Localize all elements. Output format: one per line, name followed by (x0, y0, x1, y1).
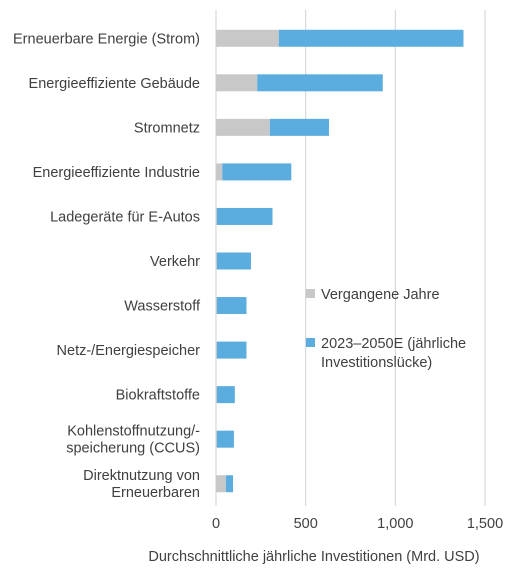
bar-s1-c6 (216, 297, 247, 315)
x-tick-label-1500: 1,500 (467, 516, 503, 532)
legend-swatch-1 (306, 338, 315, 347)
category-label: Wasserstoff (124, 299, 201, 315)
bar-s1-c10 (225, 475, 234, 493)
bar-s0-c1 (216, 74, 258, 92)
category-label: Direktnutzung von (83, 468, 200, 484)
legend-label-1: 2023–2050E (jährliche (321, 336, 466, 352)
legend: Vergangene Jahre 2023–2050E (jährliche Inv… (306, 287, 466, 371)
category-label: Stromnetz (134, 120, 200, 136)
bar-s1-c8 (216, 386, 235, 404)
bar-s0-c10 (216, 475, 226, 493)
category-label: Energieeffiziente Gebäude (29, 76, 200, 92)
category-label: Netz-/Energiespeicher (57, 343, 201, 359)
bar-s1-c3 (222, 163, 292, 181)
legend-label-1: Investitionslücke) (321, 355, 432, 371)
bar-s0-c9 (216, 430, 217, 448)
bar-s1-c4 (216, 207, 273, 225)
bar-s1-c7 (216, 341, 247, 359)
x-tick-labels: 0 500 1,000 1,500 (212, 516, 503, 532)
category-label: Verkehr (150, 254, 200, 270)
bar-s0-c6 (216, 297, 217, 315)
category-label: Energieeffiziente Industrie (33, 165, 200, 181)
category-label: Erneuerbaren (111, 485, 200, 501)
bar-s0-c5 (216, 252, 217, 270)
category-label: Biokraftstoffe (116, 388, 200, 404)
x-axis-label: Durchschnittliche jährliche Investitione… (148, 549, 479, 565)
bar-s0-c8 (216, 386, 217, 404)
legend-swatch-0 (306, 289, 315, 298)
bar-s0-c3 (216, 163, 223, 181)
x-tick-label-0: 0 (212, 516, 220, 532)
category-label: Kohlenstoffnutzung/- (67, 424, 200, 440)
bar-s0-c2 (216, 118, 270, 136)
category-label: Ladegeräte für E-Autos (50, 209, 200, 225)
bar-s1-c2 (269, 118, 329, 136)
bar-s1-c0 (278, 29, 464, 47)
bars (216, 29, 464, 493)
bar-s1-c9 (216, 430, 234, 448)
bar-s1-c1 (257, 74, 383, 92)
bar-s0-c0 (216, 29, 279, 47)
category-label: Erneuerbare Energie (Strom) (13, 31, 200, 47)
bar-s0-c7 (216, 341, 217, 359)
x-tick-label-500: 500 (294, 516, 318, 532)
bar-s1-c5 (216, 252, 251, 270)
legend-label-0: Vergangene Jahre (321, 287, 440, 303)
category-label: speicherung (CCUS) (66, 441, 200, 457)
x-tick-label-1000: 1,000 (377, 516, 413, 532)
category-labels: Erneuerbare Energie (Strom) Energieeffizi… (13, 31, 201, 501)
bar-s0-c4 (216, 207, 217, 225)
